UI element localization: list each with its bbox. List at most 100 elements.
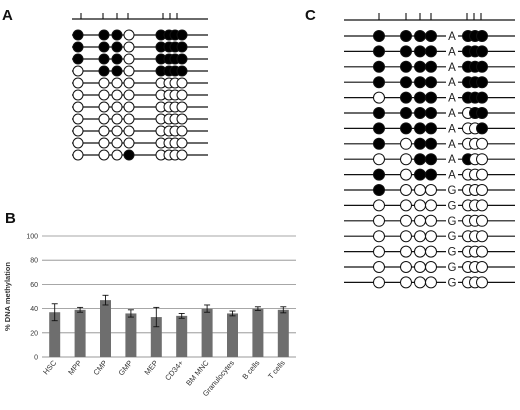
unmethylated-cpg-dot — [111, 89, 123, 101]
unmethylated-cpg-dot — [373, 261, 385, 273]
unmethylated-cpg-dot — [476, 137, 488, 150]
x-tick-label: GMP — [117, 359, 135, 378]
x-tick-label: T cells — [266, 358, 287, 380]
unmethylated-cpg-dot — [414, 261, 426, 273]
allele-background — [446, 261, 458, 273]
snp-allele-label: G — [448, 247, 457, 259]
allele-background — [446, 230, 458, 243]
methylated-cpg-dot — [176, 29, 188, 41]
unmethylated-cpg-dot — [176, 77, 188, 89]
panel-a-lollipop-diagram: A — [2, 7, 208, 161]
methylated-cpg-dot — [425, 153, 437, 166]
methylated-cpg-dot — [400, 30, 412, 42]
methylated-cpg-dot — [400, 91, 412, 104]
methylated-cpg-dot — [414, 30, 426, 42]
unmethylated-cpg-dot — [72, 65, 84, 77]
snp-allele-label: G — [448, 216, 457, 228]
methylated-cpg-dot — [414, 76, 426, 89]
methylated-cpg-dot — [72, 41, 84, 53]
unmethylated-cpg-dot — [373, 214, 385, 227]
y-axis-title: % DNA methylation — [3, 262, 12, 331]
y-tick-label: 20 — [30, 330, 38, 337]
unmethylated-cpg-dot — [400, 137, 412, 150]
snp-allele-label: A — [448, 139, 456, 151]
unmethylated-cpg-dot — [400, 261, 412, 273]
snp-allele-label: G — [448, 200, 457, 212]
methylated-cpg-dot — [72, 53, 84, 65]
methylated-cpg-dot — [400, 76, 412, 89]
unmethylated-cpg-dot — [414, 230, 426, 243]
methylated-cpg-dot — [400, 107, 412, 119]
methylated-cpg-dot — [414, 91, 426, 104]
snp-allele-label: G — [448, 185, 457, 197]
methylated-cpg-dot — [425, 107, 437, 119]
unmethylated-cpg-dot — [476, 230, 488, 243]
unmethylated-cpg-dot — [414, 245, 426, 258]
bar — [227, 313, 238, 357]
unmethylated-cpg-dot — [111, 125, 123, 137]
methylated-cpg-dot — [476, 30, 488, 42]
unmethylated-cpg-dot — [476, 261, 488, 273]
unmethylated-cpg-dot — [123, 65, 135, 77]
unmethylated-cpg-dot — [123, 29, 135, 41]
methylated-cpg-dot — [425, 45, 437, 58]
unmethylated-cpg-dot — [111, 137, 123, 149]
unmethylated-cpg-dot — [123, 101, 135, 113]
unmethylated-cpg-dot — [123, 113, 135, 125]
unmethylated-cpg-dot — [400, 276, 412, 289]
unmethylated-cpg-dot — [98, 101, 110, 113]
unmethylated-cpg-dot — [400, 153, 412, 166]
allele-background — [446, 199, 458, 212]
bar — [277, 309, 289, 357]
unmethylated-cpg-dot — [98, 113, 110, 125]
panel-b-bar-chart: B 0 20 40 60 80 100 % DNA methylation HSC MPP CMP… — [3, 210, 296, 398]
unmethylated-cpg-dot — [425, 214, 437, 227]
unmethylated-cpg-dot — [98, 125, 110, 137]
methylated-cpg-dot — [476, 60, 488, 73]
methylated-cpg-dot — [98, 65, 110, 77]
unmethylated-cpg-dot — [72, 77, 84, 89]
unmethylated-cpg-dot — [373, 276, 385, 289]
panel-b-label: B — [5, 210, 16, 227]
unmethylated-cpg-dot — [123, 137, 135, 149]
panel-c-label: C — [305, 7, 316, 24]
snp-allele-label: A — [448, 108, 456, 120]
bar — [125, 313, 137, 357]
snp-allele-label: G — [448, 277, 457, 289]
unmethylated-cpg-dot — [111, 113, 123, 125]
unmethylated-cpg-dot — [476, 168, 488, 181]
allele-background — [446, 137, 458, 150]
snp-allele-label: A — [448, 77, 456, 89]
unmethylated-cpg-dot — [72, 89, 84, 101]
unmethylated-cpg-dot — [111, 77, 123, 89]
y-tick-label: 40 — [30, 306, 38, 313]
allele-background — [446, 276, 458, 289]
allele-background — [446, 153, 458, 166]
methylated-cpg-dot — [176, 53, 188, 65]
allele-background — [446, 168, 458, 181]
unmethylated-cpg-dot — [414, 276, 426, 289]
unmethylated-cpg-dot — [476, 153, 488, 166]
bar — [49, 312, 61, 357]
allele-background — [446, 214, 458, 227]
unmethylated-cpg-dot — [176, 149, 188, 161]
x-tick-label: CMP — [91, 359, 109, 378]
y-tick-label: 0 — [34, 355, 38, 362]
methylated-cpg-dot — [373, 45, 385, 58]
methylated-cpg-dot — [414, 45, 426, 58]
methylated-cpg-dot — [373, 60, 385, 73]
unmethylated-cpg-dot — [98, 77, 110, 89]
unmethylated-cpg-dot — [425, 184, 437, 196]
methylated-cpg-dot — [414, 168, 426, 181]
unmethylated-cpg-dot — [476, 199, 488, 212]
methylated-cpg-dot — [414, 107, 426, 119]
methylated-cpg-dot — [373, 184, 385, 196]
methylated-cpg-dot — [373, 107, 385, 119]
unmethylated-cpg-dot — [373, 245, 385, 258]
unmethylated-cpg-dot — [123, 89, 135, 101]
allele-background — [446, 245, 458, 258]
unmethylated-cpg-dot — [98, 137, 110, 149]
methylated-cpg-dot — [476, 45, 488, 58]
